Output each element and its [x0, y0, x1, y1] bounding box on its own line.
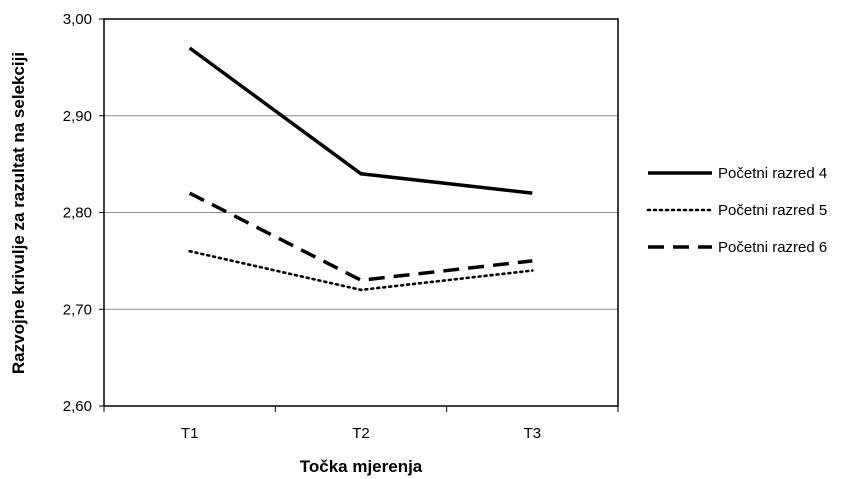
y-tick-label: 2,60 — [63, 398, 92, 415]
x-tick-label: T3 — [524, 425, 542, 442]
legend-label-3: Početni razred 6 — [718, 239, 827, 256]
series-lines — [188, 46, 534, 292]
x-tick-label: T2 — [352, 425, 370, 442]
x-tick-label: T1 — [181, 425, 199, 442]
legend-label-1: Početni razred 4 — [718, 165, 827, 182]
x-axis-ticks: T1 T2 T3 — [103, 406, 619, 442]
y-tick-label: 3,00 — [63, 11, 92, 28]
y-tick-label: 2,90 — [63, 108, 92, 125]
y-axis-title: Razvojne krivulje za razultat na selekci… — [9, 52, 28, 374]
legend: Početni razred 4 Početni razred 5 Početni … — [646, 165, 827, 256]
gridlines — [104, 115, 618, 310]
x-axis-title: Točka mjerenja — [300, 457, 423, 476]
series-line-1 — [188, 46, 533, 195]
series-line-3 — [188, 191, 533, 283]
legend-label-2: Početni razred 5 — [718, 202, 827, 219]
y-tick-label: 2,70 — [63, 301, 92, 318]
y-tick-label: 2,80 — [63, 205, 92, 222]
series-line-2 — [188, 249, 534, 292]
y-axis-ticks: 2,60 2,70 2,80 2,90 3,00 — [63, 11, 104, 415]
